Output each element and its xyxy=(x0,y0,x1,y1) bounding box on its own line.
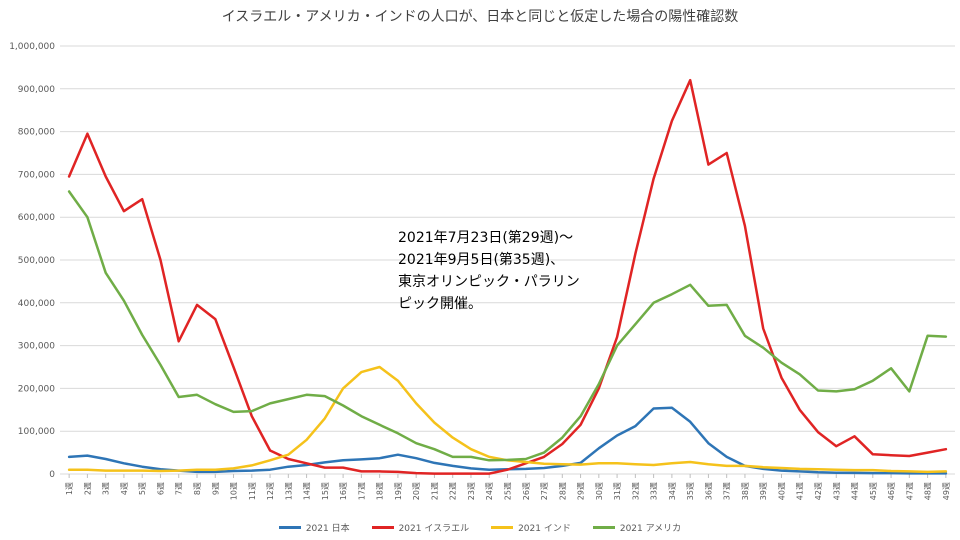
x-tick-label: 17週 xyxy=(357,482,366,500)
x-tick-label: 37週 xyxy=(723,482,732,500)
y-tick-label: 200,000 xyxy=(18,384,55,394)
legend-item: 2021 日本 xyxy=(278,521,350,534)
x-tick-label: 28週 xyxy=(558,482,567,500)
x-tick-label: 40週 xyxy=(777,482,786,500)
x-tick-label: 2週 xyxy=(83,482,92,495)
x-tick-label: 11週 xyxy=(248,482,257,500)
legend-item: 2021 アメリカ xyxy=(592,521,682,534)
series-line xyxy=(67,365,948,474)
y-tick-label: 100,000 xyxy=(18,427,55,437)
x-tick-label: 4週 xyxy=(120,482,129,495)
y-tick-label: 400,000 xyxy=(18,299,55,309)
legend-swatch xyxy=(592,526,615,529)
x-tick-label: 5週 xyxy=(138,482,147,495)
legend-swatch xyxy=(371,526,394,529)
x-tick-label: 7週 xyxy=(175,482,184,495)
x-tick-label: 9週 xyxy=(211,482,220,495)
x-tick-label: 18週 xyxy=(376,482,385,500)
series-line xyxy=(67,78,948,475)
x-tick-label: 45週 xyxy=(869,482,878,500)
y-tick-label: 0 xyxy=(49,470,55,480)
x-tick-label: 31週 xyxy=(613,482,622,500)
x-tick-label: 39週 xyxy=(759,482,768,500)
legend-item: 2021 イスラエル xyxy=(371,521,470,534)
legend-item: 2021 インド xyxy=(491,521,571,534)
y-tick-label: 500,000 xyxy=(18,256,55,266)
y-tick-label: 900,000 xyxy=(18,85,55,95)
x-tick-label: 10週 xyxy=(230,482,239,500)
x-tick-label: 49週 xyxy=(942,482,951,500)
x-tick-label: 35週 xyxy=(686,482,695,500)
x-tick-label: 38週 xyxy=(741,482,750,500)
x-tick-label: 12週 xyxy=(266,482,275,500)
x-tick-label: 19週 xyxy=(394,482,403,500)
x-tick-label: 15週 xyxy=(321,482,330,500)
x-tick-label: 16週 xyxy=(339,482,348,500)
legend-label: 2021 イスラエル xyxy=(398,524,470,534)
x-tick-label: 32週 xyxy=(631,482,640,500)
x-tick-label: 30週 xyxy=(595,482,604,500)
series-line xyxy=(67,406,948,475)
chart-title: イスラエル・アメリカ・インドの人口が、日本と同じと仮定した場合の陽性確認数 xyxy=(221,9,739,25)
legend-swatch xyxy=(491,526,514,529)
x-tick-label: 24週 xyxy=(485,482,494,500)
x-tick-label: 6週 xyxy=(156,482,165,495)
x-tick-label: 33週 xyxy=(650,482,659,500)
legend: 2021 日本 2021 イスラエル 2021 インド 2021 アメリカ xyxy=(0,521,960,534)
legend-swatch xyxy=(278,526,301,529)
x-tick-label: 3週 xyxy=(102,482,111,495)
y-tick-label: 800,000 xyxy=(18,128,55,138)
x-tick-label: 34週 xyxy=(668,482,677,500)
x-tick-label: 27週 xyxy=(540,482,549,500)
x-tick-label: 20週 xyxy=(412,482,421,500)
legend-label: 2021 インド xyxy=(518,524,571,534)
x-tick-label: 29週 xyxy=(577,482,586,500)
x-tick-label: 1週 xyxy=(65,482,74,495)
x-tick-label: 25週 xyxy=(504,482,513,500)
x-tick-label: 8週 xyxy=(193,482,202,495)
x-tick-label: 44週 xyxy=(851,482,860,500)
series-line xyxy=(67,190,948,462)
x-tick-label: 41週 xyxy=(796,482,805,500)
x-tick-label: 26週 xyxy=(522,482,531,500)
x-tick-label: 47週 xyxy=(905,482,914,500)
x-tick-label: 21週 xyxy=(430,482,439,500)
x-tick-label: 43週 xyxy=(832,482,841,500)
x-tick-label: 14週 xyxy=(303,482,312,500)
x-tick-label: 46週 xyxy=(887,482,896,500)
x-tick-label: 23週 xyxy=(467,482,476,500)
legend-label: 2021 アメリカ xyxy=(619,524,682,534)
y-tick-label: 1,000,000 xyxy=(9,42,55,52)
x-tick-label: 13週 xyxy=(284,482,293,500)
y-tick-label: 700,000 xyxy=(18,170,55,180)
x-tick-label: 48週 xyxy=(924,482,933,500)
x-tick-label: 42週 xyxy=(814,482,823,500)
x-tick-label: 22週 xyxy=(449,482,458,500)
y-tick-label: 600,000 xyxy=(18,213,55,223)
legend-label: 2021 日本 xyxy=(305,524,350,534)
annotation-text: 2021年7月23日(第29週)～ 2021年9月5日(第35週)、 東京オリン… xyxy=(398,230,580,312)
x-tick-label: 36週 xyxy=(704,482,713,500)
y-tick-label: 300,000 xyxy=(18,342,55,352)
